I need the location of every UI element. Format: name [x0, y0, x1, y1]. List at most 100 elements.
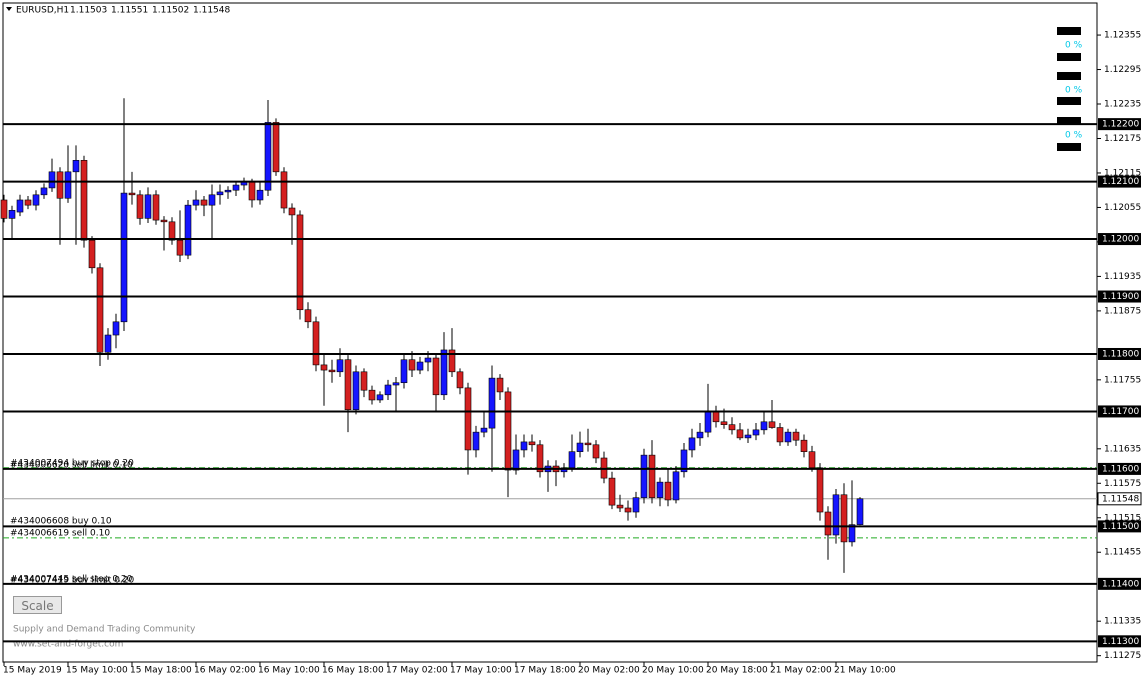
candle-body	[416, 361, 424, 371]
candle-body	[472, 431, 480, 451]
candle-body	[136, 194, 144, 219]
candle-body	[432, 357, 440, 396]
candle-body	[232, 184, 240, 191]
candle-body	[752, 429, 760, 436]
candle-body	[384, 384, 392, 396]
menu-arrow	[6, 7, 12, 11]
level-box	[1098, 233, 1141, 246]
candle-body	[288, 207, 296, 216]
x-tick-label: 16 May 18:00	[322, 666, 384, 676]
candle-body	[96, 267, 104, 353]
candle-body	[336, 359, 344, 373]
candle-body	[824, 511, 832, 536]
candle-body	[216, 191, 224, 196]
watermark: Supply and Demand Trading Community	[13, 625, 196, 635]
candle-body	[808, 451, 816, 469]
indicator-text: 0 %	[1065, 41, 1083, 51]
candle-body	[424, 357, 432, 363]
y-tick-label: 1.12355	[1104, 31, 1141, 41]
y-tick-label: 1.12055	[1104, 203, 1141, 213]
chart-title: EURUSD,H1	[16, 6, 69, 16]
x-tick-label: 20 May 18:00	[706, 666, 768, 676]
level-label: 1.11400	[1102, 579, 1139, 589]
y-tick-label: 1.12115	[1104, 168, 1141, 178]
candle-body	[488, 377, 496, 429]
indicator-bar	[1057, 53, 1081, 61]
indicator-text: 0 %	[1065, 131, 1083, 141]
order-label: #434006620 sell limit 0.10	[10, 461, 133, 471]
candle-body	[112, 321, 120, 336]
x-tick-label: 21 May 10:00	[834, 666, 896, 676]
candle-body	[24, 199, 32, 206]
y-tick-label: 1.11575	[1104, 479, 1141, 489]
candle-body	[720, 421, 728, 425]
candle-body	[520, 441, 528, 451]
x-tick-label: 15 May 10:00	[66, 666, 128, 676]
candle-body	[688, 437, 696, 451]
candle-body	[408, 359, 416, 371]
indicator-bar	[1057, 143, 1081, 151]
candle-body	[344, 359, 352, 411]
candle-body	[504, 391, 512, 471]
candle-body	[72, 160, 80, 173]
candle-body	[672, 471, 680, 501]
candle-body	[656, 481, 664, 498]
candle-body	[632, 497, 640, 513]
candle-body	[576, 442, 584, 452]
candle-body	[456, 371, 464, 389]
x-tick-label: 15 May 2019	[3, 666, 62, 676]
candle-body	[848, 524, 856, 543]
x-tick-label: 17 May 10:00	[450, 666, 512, 676]
indicator-bar	[1057, 27, 1081, 35]
scale-button[interactable]: Scale	[13, 596, 62, 614]
candle-body	[592, 444, 600, 459]
candle-body	[776, 427, 784, 443]
candle-body	[512, 449, 520, 471]
candle-body	[352, 371, 360, 411]
candle-body	[464, 387, 472, 451]
candle-body	[624, 507, 632, 513]
candle-body	[88, 239, 96, 269]
candle-body	[568, 451, 576, 469]
candle-body	[376, 394, 384, 401]
candle-body	[176, 239, 184, 256]
x-tick-label: 20 May 02:00	[578, 666, 640, 676]
level-label: 1.11800	[1102, 349, 1139, 359]
candle-body	[840, 494, 848, 543]
candle-body	[280, 171, 288, 209]
candle-body	[736, 429, 744, 439]
x-tick-label: 16 May 10:00	[258, 666, 320, 676]
x-tick-label: 16 May 02:00	[194, 666, 256, 676]
candle-body	[664, 481, 672, 501]
candle-body	[496, 377, 504, 393]
order-label: #434006608 buy 0.10	[10, 517, 112, 527]
candle-body	[56, 171, 64, 199]
candle-body	[400, 359, 408, 384]
candle-body	[16, 199, 24, 213]
y-tick-label: 1.11455	[1104, 548, 1141, 558]
candle-body	[760, 421, 768, 431]
x-tick-label: 20 May 10:00	[642, 666, 704, 676]
candle-body	[224, 189, 232, 193]
candle-body	[368, 389, 376, 401]
header-price: 1.11502	[152, 6, 189, 16]
candle-body	[480, 427, 488, 433]
candle-body	[696, 431, 704, 439]
candle-body	[0, 199, 8, 219]
candle-body	[152, 194, 160, 221]
candle-body	[744, 434, 752, 439]
candle-body	[168, 221, 176, 241]
level-label: 1.11300	[1102, 637, 1139, 647]
level-box	[1098, 577, 1141, 590]
candle-body	[608, 477, 616, 506]
level-box	[1098, 405, 1141, 418]
candle-body	[144, 194, 152, 219]
candle-body	[448, 349, 456, 373]
candle-body	[392, 382, 400, 386]
candle-body	[792, 431, 800, 441]
order-label: #434007494 buy stop 0.20	[10, 459, 134, 469]
y-tick-label: 1.12295	[1104, 65, 1141, 75]
candles	[0, 98, 864, 573]
y-tick-label: 1.11755	[1104, 375, 1141, 385]
